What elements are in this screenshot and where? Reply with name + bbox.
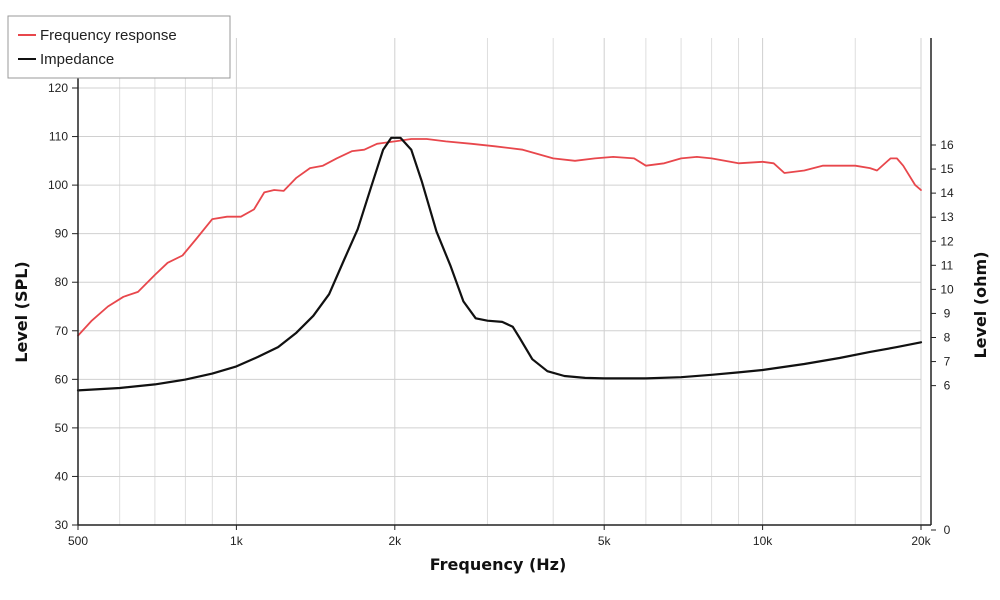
y-left-tick-label: 100: [48, 178, 68, 192]
y-left-tick-label: 30: [55, 518, 69, 532]
legend-label-frequency-response: Frequency response: [40, 27, 177, 44]
y-axis-left-title: Level (SPL): [12, 261, 31, 362]
legend: Frequency response Impedance: [7, 15, 231, 79]
x-tick-label: 10k: [753, 534, 773, 548]
y-left-tick-label: 60: [55, 372, 69, 386]
y-left-tick-label: 80: [55, 275, 69, 289]
tick-labels: 500 1k 2k 5k 10k 20k 30 40 50 60 70 80 90 100 110 120 0 6…: [48, 81, 954, 548]
y-right-tick-label: 7: [944, 355, 951, 369]
y-right-tick-label: 6: [944, 379, 951, 393]
y-right-tick-label: 14: [940, 186, 954, 200]
legend-label-impedance: Impedance: [40, 51, 114, 68]
y-right-tick-label: 9: [944, 306, 951, 320]
y-right-tick-label: 0: [944, 523, 951, 537]
series-line-impedance: [76, 136, 923, 392]
x-tick-label: 2k: [388, 534, 402, 548]
y-right-tick-label: 15: [940, 162, 954, 176]
y-left-tick-label: 120: [48, 81, 68, 95]
y-right-tick-label: 10: [940, 282, 954, 296]
y-right-tick-label: 11: [941, 258, 954, 272]
x-tick-label: 1k: [230, 534, 244, 548]
grid: [77, 38, 922, 526]
x-tick-label: 20k: [911, 534, 931, 548]
series-line-frequency-response: [77, 138, 922, 337]
legend-box: [7, 15, 231, 79]
x-tick-label: 500: [68, 534, 88, 548]
y-left-tick-label: 70: [55, 324, 69, 338]
y-left-tick-label: 90: [55, 227, 69, 241]
axes: [72, 38, 936, 531]
y-right-tick-label: 13: [940, 210, 954, 224]
y-right-tick-label: 16: [940, 138, 954, 152]
x-axis-title: Frequency (Hz): [430, 555, 567, 574]
y-left-tick-label: 50: [55, 421, 69, 435]
series-layer: [76, 136, 923, 392]
y-left-tick-label: 110: [49, 130, 68, 144]
y-left-tick-label: 40: [55, 469, 69, 483]
y-right-tick-label: 12: [940, 234, 954, 248]
y-axis-right-title: Level (ohm): [971, 251, 990, 358]
y-right-tick-label: 8: [944, 331, 951, 345]
x-tick-label: 5k: [598, 534, 612, 548]
